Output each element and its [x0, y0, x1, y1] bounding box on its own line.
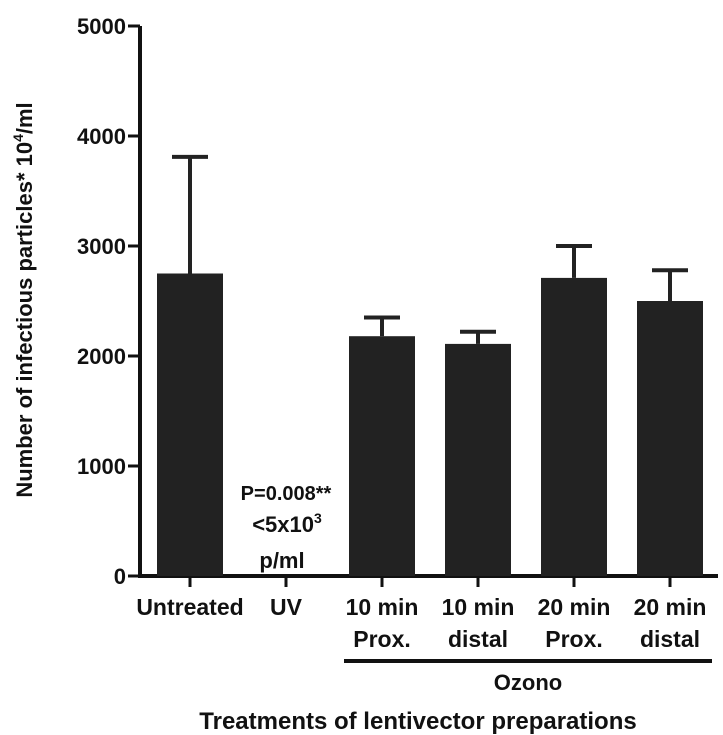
x-tick-label: Prox.: [353, 626, 411, 652]
x-tick-label: 10 min: [346, 594, 419, 620]
y-tick-label: 1000: [77, 454, 126, 479]
x-tick-label: UV: [270, 594, 303, 620]
x-tick-labels: Untreated UV 10 min Prox. 10 min distal 20 min…: [136, 594, 706, 652]
y-ticks: 0 1000 2000 3000 4000 5000: [77, 14, 140, 589]
bar: [349, 336, 415, 576]
annotation-p-value: P=0.008**: [241, 483, 332, 505]
annotation-limit: <5x103: [252, 510, 322, 537]
error-bars: [172, 154, 688, 344]
bar: [637, 301, 703, 576]
bar: [157, 273, 223, 576]
x-tick-label: 10 min: [442, 594, 515, 620]
x-ticks: [188, 576, 672, 587]
bars: [157, 273, 703, 576]
x-tick-label: 20 min: [538, 594, 611, 620]
x-axis-label: Treatments of lentivector preparations: [199, 708, 636, 735]
y-axis-label: Number of infectious particles* 104/ml: [10, 102, 37, 497]
ozono-group-label: Ozono: [494, 670, 562, 695]
y-tick-label: 5000: [77, 14, 126, 39]
bar: [541, 277, 607, 576]
x-tick-label: Prox.: [545, 626, 603, 652]
y-tick-label: 3000: [77, 234, 126, 259]
y-tick-label: 0: [114, 564, 126, 589]
y-tick-label: 2000: [77, 344, 126, 369]
x-tick-label: 20 min: [634, 594, 707, 620]
bar: [445, 343, 511, 576]
y-tick-label: 4000: [77, 124, 126, 149]
x-tick-label: Untreated: [136, 594, 243, 620]
x-tick-label: distal: [448, 626, 508, 652]
x-tick-label: distal: [640, 626, 700, 652]
annotation-unit: p/ml: [259, 548, 304, 573]
